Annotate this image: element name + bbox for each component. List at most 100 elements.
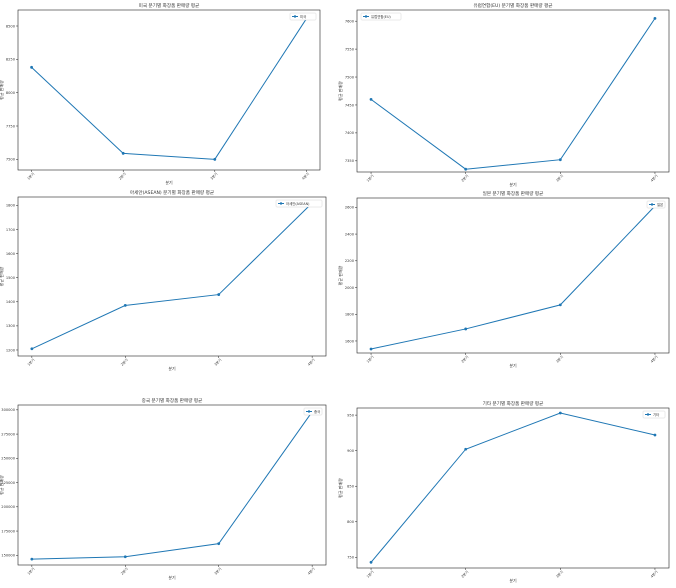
y-tick-label: 900 <box>347 449 355 453</box>
legend-marker <box>646 413 650 416</box>
x-tick-label: 4분기 <box>306 357 315 366</box>
data-point <box>213 157 217 161</box>
x-axis-label: 분기 <box>168 365 176 371</box>
legend-box <box>275 199 323 208</box>
legend-marker <box>650 203 654 206</box>
data-point <box>464 167 468 171</box>
legend-marker <box>307 410 311 413</box>
x-tick-label: 1분기 <box>26 171 35 180</box>
x-tick-label: 2분기 <box>119 357 128 366</box>
y-tick-label: 7500 <box>345 75 355 79</box>
y-tick-label: 1300 <box>6 324 16 328</box>
data-point <box>217 293 221 296</box>
data-point <box>653 433 657 437</box>
y-axis-label: 평균 판매량 <box>0 80 4 100</box>
y-axis-label: 평균 판매량 <box>337 265 343 285</box>
y-tick-label: 200000 <box>1 505 15 509</box>
y-tick-label: 950 <box>347 413 355 417</box>
y-tick-label: 1800 <box>6 204 16 208</box>
legend-label: 유럽연합(EU) <box>371 14 391 19</box>
chart-title: 중국 분기별 화장품 판매량 평균 <box>142 397 203 404</box>
y-tick-label: 8000 <box>6 91 16 95</box>
x-tick-label: 2분기 <box>460 173 469 182</box>
data-point <box>123 304 127 307</box>
x-tick-label: 4분기 <box>649 354 658 363</box>
y-tick-label: 850 <box>347 485 355 489</box>
x-tick-label: 3분기 <box>213 566 222 575</box>
x-axis-label: 분기 <box>509 181 517 187</box>
legend-marker <box>293 15 297 18</box>
x-tick-label: 1분기 <box>26 357 35 366</box>
data-point <box>464 447 468 451</box>
x-tick-label: 1분기 <box>26 566 35 575</box>
y-tick-label: 7500 <box>6 158 16 162</box>
data-point <box>121 151 125 155</box>
legend-label: 기타 <box>653 412 660 417</box>
legend-marker <box>364 15 368 18</box>
series-line <box>31 202 313 350</box>
y-tick-label: 175000 <box>1 529 15 533</box>
y-tick-label: 2600 <box>345 206 355 210</box>
data-point <box>30 65 33 69</box>
x-tick-label: 3분기 <box>555 354 564 363</box>
plot-frame <box>17 9 321 171</box>
y-tick-label: 1600 <box>6 252 16 256</box>
y-tick-label: 300000 <box>1 408 15 412</box>
y-axis-label: 평균 판매량 <box>0 266 4 286</box>
chart-panel: 유럽연합(EU) 분기별 화장품 판매량 평균 7350 7400 7450 7500 7… <box>337 2 670 187</box>
x-tick-label: 2분기 <box>460 569 469 578</box>
data-point <box>30 347 34 351</box>
x-tick-label: 1분기 <box>365 569 374 578</box>
y-axis-label: 평균 판매량 <box>337 81 343 101</box>
x-axis-label: 분기 <box>165 179 173 185</box>
chart-title: 기타 분기별 화장품 판매량 평균 <box>483 400 544 407</box>
y-tick-label: 275000 <box>1 432 15 436</box>
y-tick-label: 7750 <box>6 124 16 128</box>
data-point <box>369 97 373 101</box>
y-tick-label: 7350 <box>345 159 355 163</box>
plot-frame <box>17 404 327 566</box>
x-tick-label: 4분기 <box>301 171 310 180</box>
y-tick-label: 2200 <box>345 259 355 263</box>
chart-panel: 아세안(ASEAN) 분기별 화장품 판매량 평균 1200 1300 1400 150… <box>0 189 327 371</box>
series-line <box>370 205 656 350</box>
x-axis-label: 분기 <box>509 362 517 368</box>
legend-label: 중국 <box>314 410 320 414</box>
data-point <box>464 327 468 331</box>
chart-title: 유럽연합(EU) 분기별 화장품 판매량 평균 <box>473 2 552 9</box>
x-tick-label: 3분기 <box>555 173 564 182</box>
data-point <box>123 555 127 559</box>
y-tick-label: 1400 <box>6 300 16 304</box>
x-tick-label: 4분기 <box>649 173 658 182</box>
series-line <box>370 18 656 170</box>
plot-frame <box>17 196 327 357</box>
data-point <box>558 158 562 162</box>
x-tick-label: 1분기 <box>365 354 374 363</box>
data-point <box>369 347 373 351</box>
y-axis-label: 평균 판매량 <box>337 478 343 498</box>
chart-title: 미국 분기별 화장품 판매량 평균 <box>139 2 200 9</box>
legend-box <box>646 200 666 209</box>
legend-label: 아세안(ASEAN) <box>286 201 310 206</box>
y-tick-label: 2400 <box>345 232 355 236</box>
y-tick-label: 2000 <box>345 286 355 290</box>
y-tick-label: 1500 <box>6 276 16 280</box>
legend-marker <box>279 202 283 205</box>
y-tick-label: 7450 <box>345 103 355 107</box>
y-tick-label: 1800 <box>345 313 355 317</box>
chart-panel: 일본 분기별 화장품 판매량 평균 1600 1800 2000 2200 2400 260… <box>337 190 670 368</box>
x-tick-label: 3분기 <box>213 357 222 366</box>
y-tick-label: 7400 <box>345 131 355 135</box>
x-tick-label: 2분기 <box>119 566 128 575</box>
plot-frame <box>356 9 670 173</box>
y-tick-label: 225000 <box>1 481 15 485</box>
data-point <box>558 303 562 307</box>
x-tick-label: 2분기 <box>117 171 126 180</box>
legend-box <box>289 12 317 21</box>
legend-label: 미국 <box>300 14 306 19</box>
x-tick-label: 1분기 <box>365 173 374 182</box>
plot-frame <box>356 407 670 569</box>
y-tick-label: 800 <box>347 520 355 524</box>
y-tick-label: 7550 <box>345 47 355 51</box>
